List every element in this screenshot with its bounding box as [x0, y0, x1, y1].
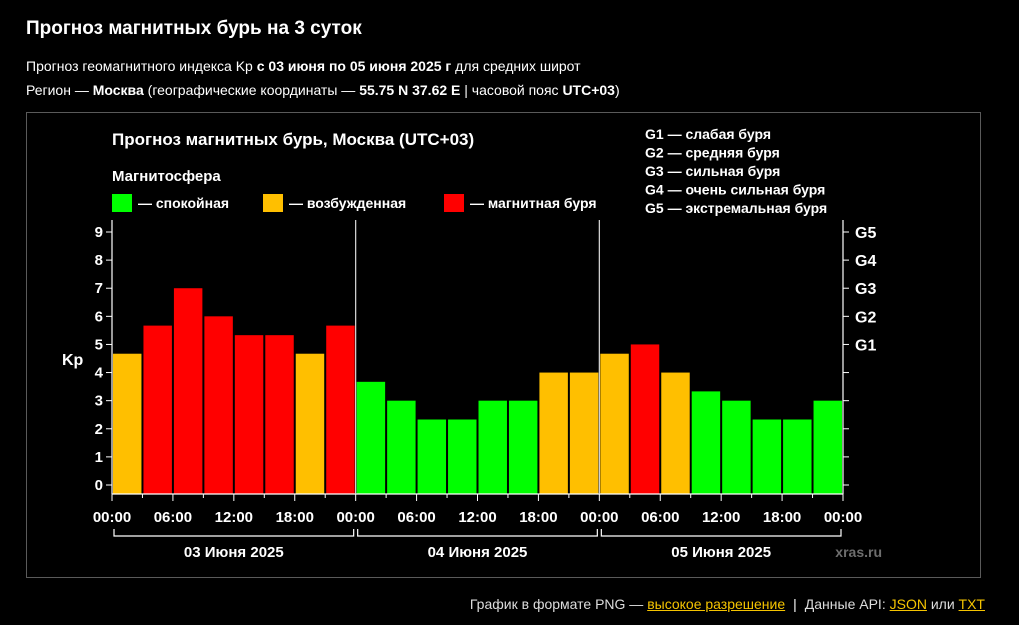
- legend-label: — возбужденная: [289, 195, 406, 211]
- png-high-res-link[interactable]: высокое разрешение: [647, 596, 786, 612]
- kp-bar: [539, 372, 568, 494]
- storm-scale-entry: G1 — слабая буря: [645, 126, 771, 142]
- x-tick-label: 18:00: [763, 509, 801, 526]
- x-tick-label: 06:00: [154, 509, 192, 526]
- kp-forecast-chart: Прогноз магнитных бурь, Москва (UTC+03) М…: [62, 126, 882, 561]
- x-tick-label: 12:00: [215, 509, 253, 526]
- chart-frame: [26, 112, 981, 578]
- legend-swatch: [263, 194, 283, 212]
- kp-bar: [448, 419, 477, 494]
- region-end: ): [614, 82, 620, 98]
- kp-bar: [752, 419, 782, 494]
- region-line: Регион — Москва (географические координа…: [26, 82, 620, 98]
- y-tick-label: 4: [95, 365, 104, 382]
- x-tick-label: 06:00: [641, 509, 679, 526]
- kp-bar: [508, 400, 538, 494]
- x-tick-label: 06:00: [397, 509, 435, 526]
- kp-bar: [387, 400, 416, 494]
- watermark-label: xras.ru: [835, 544, 882, 560]
- legend-label: — спокойная: [138, 195, 229, 211]
- kp-bar: [356, 381, 386, 494]
- y-tick-label: 3: [95, 393, 103, 410]
- region-timezone: UTC+03: [562, 82, 615, 98]
- legend-title: Магнитосфера: [112, 168, 221, 185]
- day-bracket: [600, 529, 842, 537]
- day-label: 05 Июня 2025: [671, 544, 771, 561]
- y-axis-label: Kp: [62, 352, 84, 369]
- footer-separator: |: [793, 596, 797, 612]
- footer-api-label: Данные API:: [804, 596, 890, 612]
- forecast-subtitle: Прогноз геомагнитного индекса Kp с 03 ию…: [26, 58, 581, 74]
- day-bracket: [357, 529, 598, 537]
- txt-link[interactable]: TXT: [958, 596, 985, 612]
- kp-bar: [661, 372, 690, 494]
- storm-scale-entry: G2 — средняя буря: [645, 145, 780, 161]
- storm-level-label: G2: [855, 309, 876, 326]
- y-tick-label: 5: [95, 336, 103, 353]
- kp-bar: [295, 353, 325, 494]
- kp-bar: [478, 400, 507, 494]
- y-tick-label: 0: [95, 477, 103, 494]
- storm-level-label: G3: [855, 281, 876, 298]
- y-tick-label: 6: [95, 308, 103, 325]
- y-tick-label: 7: [95, 280, 103, 297]
- x-tick-label: 12:00: [458, 509, 496, 526]
- y-tick-label: 1: [95, 449, 103, 466]
- storm-scale-entry: G4 — очень сильная буря: [645, 182, 825, 198]
- kp-bar: [569, 372, 599, 494]
- kp-bar: [783, 419, 812, 494]
- subtitle-prefix: Прогноз геомагнитного индекса Kp: [26, 58, 257, 74]
- kp-bar: [143, 325, 172, 494]
- x-tick-label: 00:00: [336, 509, 374, 526]
- kp-bar: [265, 335, 294, 494]
- kp-bar: [113, 353, 142, 494]
- region-sep: | часовой пояс: [460, 82, 563, 98]
- region-city: Москва: [92, 82, 144, 98]
- forecast-period: с 03 июня по 05 июня 2025 г: [256, 58, 452, 74]
- legend-swatch: [112, 194, 132, 212]
- kp-bar: [600, 353, 629, 494]
- kp-bar: [326, 325, 355, 494]
- kp-bar: [813, 400, 842, 494]
- region-prefix: Регион —: [26, 82, 93, 98]
- legend-label: — магнитная буря: [470, 195, 597, 211]
- x-tick-label: 00:00: [580, 509, 618, 526]
- footer: График в формате PNG — высокое разрешени…: [470, 596, 985, 612]
- kp-bar: [417, 419, 447, 494]
- x-tick-label: 18:00: [519, 509, 557, 526]
- storm-level-label: G5: [855, 225, 876, 242]
- x-tick-label: 00:00: [93, 509, 131, 526]
- kp-bar: [722, 400, 751, 494]
- kp-bar: [234, 335, 264, 494]
- kp-bar: [630, 344, 660, 494]
- legend-swatch: [444, 194, 464, 212]
- page-title: Прогноз магнитных бурь на 3 суток: [26, 18, 362, 39]
- y-tick-label: 8: [95, 252, 103, 269]
- storm-scale-entry: G5 — экстремальная буря: [645, 200, 827, 216]
- y-tick-label: 9: [95, 224, 103, 241]
- region-coords: 55.75 N 37.62 E: [359, 82, 461, 98]
- kp-bar: [173, 288, 203, 494]
- x-tick-label: 00:00: [824, 509, 862, 526]
- subtitle-suffix: для средних широт: [451, 58, 581, 74]
- x-tick-label: 18:00: [276, 509, 314, 526]
- x-tick-label: 12:00: [702, 509, 740, 526]
- chart-title: Прогноз магнитных бурь, Москва (UTC+03): [112, 130, 474, 149]
- region-mid: (географические координаты —: [143, 82, 360, 98]
- json-link[interactable]: JSON: [889, 596, 927, 612]
- footer-or: или: [926, 596, 959, 612]
- day-label: 03 Июня 2025: [184, 544, 284, 561]
- y-tick-label: 2: [95, 421, 103, 438]
- storm-level-label: G1: [855, 337, 876, 354]
- day-bracket: [113, 529, 355, 537]
- day-label: 04 Июня 2025: [428, 544, 528, 561]
- kp-bar: [691, 391, 721, 494]
- kp-bar: [204, 316, 233, 494]
- storm-level-label: G4: [855, 253, 876, 270]
- footer-png-label: График в формате PNG —: [469, 596, 648, 612]
- storm-scale-entry: G3 — сильная буря: [645, 163, 780, 179]
